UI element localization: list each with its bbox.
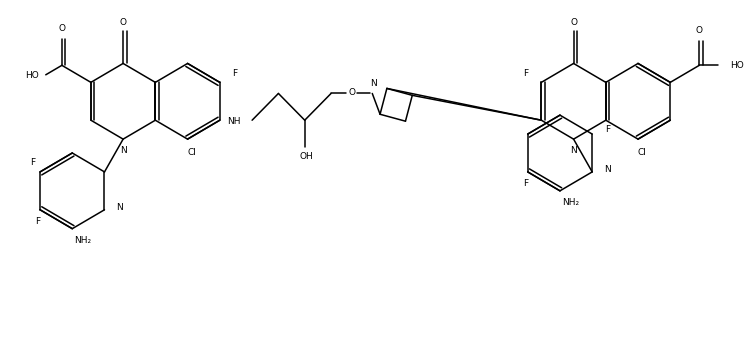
Text: N: N — [604, 165, 611, 174]
Text: NH: NH — [228, 117, 241, 126]
Text: O: O — [570, 18, 577, 27]
Text: F: F — [523, 179, 528, 188]
Text: HO: HO — [25, 71, 39, 80]
Text: OH: OH — [300, 152, 313, 161]
Text: NH₂: NH₂ — [562, 198, 579, 207]
Text: Cl: Cl — [187, 148, 196, 157]
Text: HO: HO — [730, 61, 743, 70]
Text: O: O — [58, 24, 65, 33]
Text: F: F — [233, 69, 237, 78]
Text: N: N — [116, 203, 123, 212]
Text: F: F — [30, 158, 35, 167]
Text: F: F — [36, 217, 41, 226]
Text: N: N — [570, 146, 577, 155]
Text: N: N — [120, 146, 126, 155]
Text: F: F — [524, 69, 529, 78]
Text: Cl: Cl — [638, 148, 647, 157]
Text: NH₂: NH₂ — [74, 236, 92, 245]
Text: O: O — [348, 88, 355, 97]
Text: N: N — [371, 79, 377, 88]
Text: O: O — [696, 26, 703, 35]
Text: F: F — [605, 125, 610, 134]
Text: O: O — [120, 18, 126, 27]
